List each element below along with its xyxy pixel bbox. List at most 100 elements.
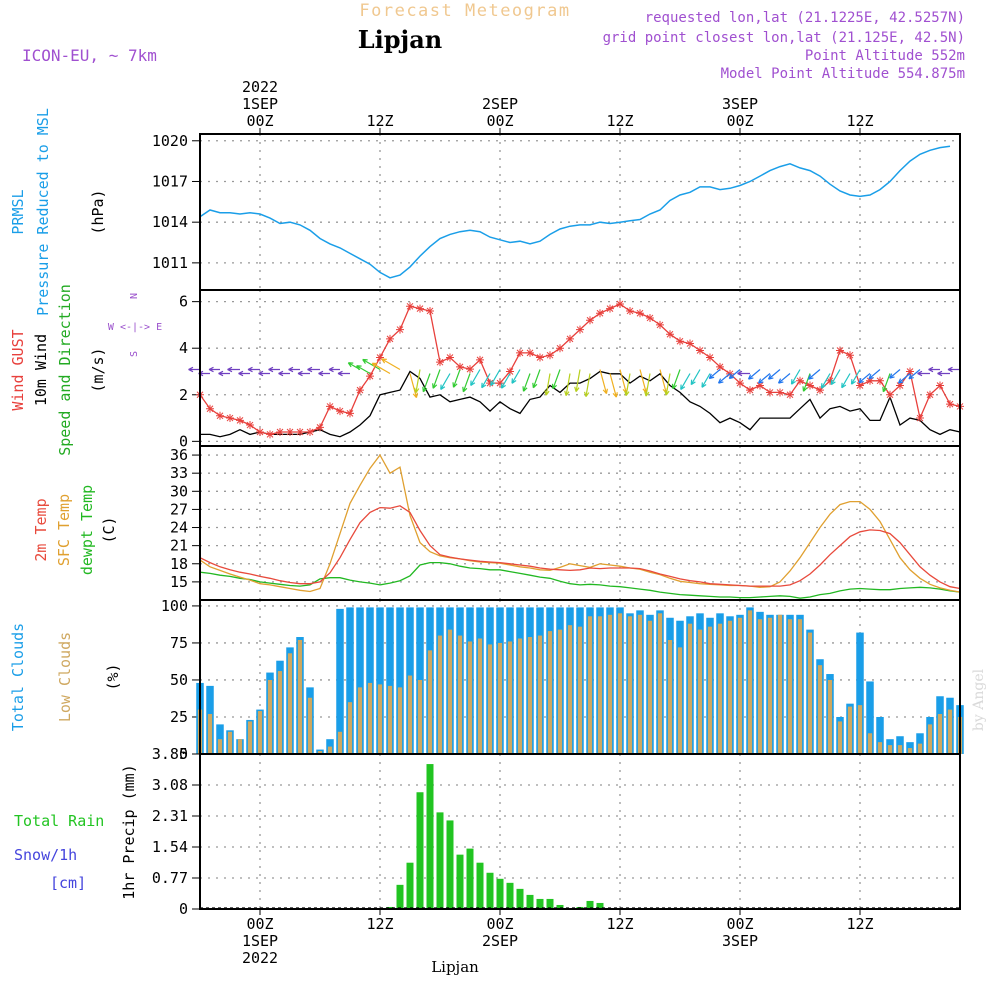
wind-arrow [917, 370, 930, 377]
low-cloud-bar [577, 626, 583, 754]
wind-arrow [337, 370, 350, 377]
gust-marker [446, 353, 454, 362]
low-cloud-bar [597, 616, 603, 754]
wind-arrow [318, 370, 330, 377]
gust-marker [426, 306, 434, 315]
temp-ytick-label: 21 [170, 537, 188, 555]
model-label: ICON-EU, ~ 7km [22, 46, 157, 65]
rain-bar [526, 894, 534, 909]
low-cloud-bar [377, 684, 383, 754]
total-cloud-bar [386, 607, 394, 754]
gust-marker [846, 351, 854, 360]
bottom-time-label: 00Z [726, 915, 753, 933]
gust-marker [716, 362, 724, 371]
wind-arrow [440, 373, 451, 391]
gust-marker [776, 388, 784, 397]
low-cloud-bar [647, 620, 653, 754]
precip-border [199, 753, 961, 910]
low-cloud-bar [907, 748, 913, 754]
wind-arrow [947, 366, 960, 373]
wind-arrow [544, 373, 551, 396]
snow-unit-label: [cm] [50, 874, 86, 892]
temp-ytick-label: 36 [170, 446, 188, 464]
chart-subtitle: Forecast Meteogram [359, 1, 570, 21]
cloud-labels: Total Clouds Low Clouds (%) [9, 623, 122, 731]
clouds-ytick-label: 50 [170, 671, 188, 689]
wind-arrow [820, 373, 831, 389]
wind-arrow [882, 373, 891, 393]
precip-ytick-label: 0.77 [152, 869, 188, 887]
rain-bar [586, 900, 594, 909]
low-cloud-bar [457, 635, 463, 754]
low-cloud-bar [307, 697, 313, 754]
gust-marker [326, 402, 334, 411]
low-cloud-bar [427, 650, 433, 754]
clouds-ytick-label: 100 [161, 597, 188, 615]
footer-location: Lipjan [431, 958, 479, 976]
compass-west-east: W <-|-> E [108, 322, 162, 333]
gust-marker [306, 428, 314, 437]
total-cloud-bar [336, 608, 344, 754]
precip-ytick-label: 2.31 [152, 807, 188, 825]
wind-arrow [297, 370, 310, 377]
wind-arrow [858, 373, 871, 384]
low-cloud-bar [327, 746, 333, 754]
gust-marker [886, 390, 894, 399]
low-cloud-bar [247, 721, 253, 754]
clouds-ytick-label: 0 [179, 745, 188, 763]
wind-arrow [830, 369, 841, 386]
direction-label: Speed and Direction [56, 284, 74, 456]
low-cloud-bar [317, 751, 323, 754]
gust-marker [766, 388, 774, 397]
wind-arrow [328, 366, 340, 373]
pressure-panel: 1011 1014 1017 1020 [152, 132, 960, 290]
gust-marker [416, 304, 424, 313]
wind-arrow [409, 373, 418, 399]
low-cloud-bar [747, 610, 753, 754]
wind-unit: (m/s) [89, 347, 107, 392]
rain-bar [556, 904, 564, 909]
wind-arrow [868, 369, 881, 380]
low-cloud-bar [497, 642, 503, 754]
gust-marker [786, 390, 794, 399]
low-cloud-bar [837, 721, 843, 754]
wind-arrow [889, 369, 901, 379]
top-time-label: 2022 [242, 78, 278, 96]
temp-ytick-label: 18 [170, 555, 188, 573]
wind-ytick-label: 4 [179, 339, 188, 357]
wind-arrow [188, 366, 200, 373]
low-cloud-bar [227, 731, 233, 754]
low-cloud-bar [407, 675, 413, 754]
gust-marker [316, 423, 324, 432]
clouds-ytick-label: 25 [170, 708, 188, 726]
wind-arrow [708, 369, 721, 380]
wind-arrow [371, 362, 391, 375]
gust-marker [216, 411, 224, 420]
precip-ytick-label: 3.08 [152, 776, 188, 794]
rain-bar [486, 872, 494, 909]
rain-bar [506, 882, 514, 909]
requested-lonlat: requested lon,lat (21.1225E, 42.5257N) [645, 10, 965, 26]
wind-arrow [624, 373, 631, 397]
gust-marker [686, 339, 694, 348]
low-cloud-bar [587, 616, 593, 754]
gust-marker [916, 414, 924, 423]
temp-2m-label: 2m Temp [32, 498, 50, 561]
gust-marker [486, 379, 494, 388]
precip-unit: 1hr Precip (mm) [120, 764, 138, 899]
gust-marker [936, 381, 944, 390]
low-cloud-bar [677, 647, 683, 754]
low-clouds-label: Low Clouds [56, 632, 74, 722]
gust-marker [796, 376, 804, 385]
bottom-time-label: 12Z [366, 915, 393, 933]
gust-marker [736, 379, 744, 388]
gust-marker [756, 381, 764, 390]
wind-arrow [807, 369, 821, 380]
wind-arrow [609, 373, 618, 398]
total-cloud-bar [866, 681, 874, 754]
temp-ytick-label: 24 [170, 519, 188, 537]
wind-arrow [790, 369, 801, 385]
low-cloud-bar [707, 626, 713, 754]
low-cloud-bar [277, 671, 283, 754]
